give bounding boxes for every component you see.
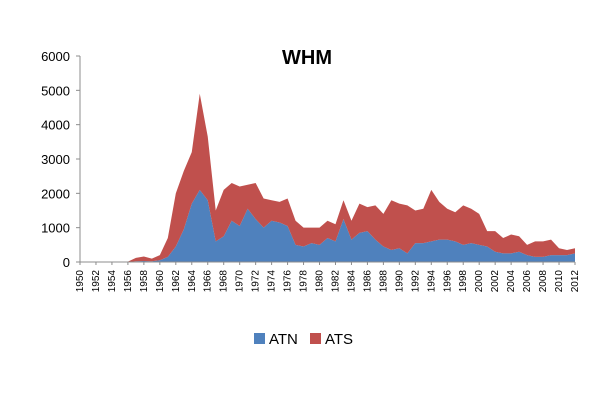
- plot-areas: [80, 93, 575, 263]
- x-tick-label: 1986: [362, 270, 373, 293]
- x-tick-label: 1970: [235, 270, 246, 293]
- y-tick-label: 3000: [41, 152, 70, 167]
- area-series-atn: [80, 189, 575, 262]
- x-tick-label: 1990: [394, 270, 405, 293]
- y-tick-label: 4000: [41, 118, 70, 133]
- y-tick-labels: 0 1000 2000 3000 4000 5000 6000: [41, 49, 80, 270]
- x-tick-label: 2012: [570, 270, 581, 293]
- x-tick-label: 2006: [522, 270, 533, 293]
- x-tick-label: 2002: [490, 270, 501, 293]
- x-tick-label: 2000: [474, 270, 485, 293]
- legend-label-ats: ATS: [325, 331, 353, 348]
- x-tick-label: 1988: [378, 270, 389, 293]
- x-tick-label: 1958: [139, 270, 150, 293]
- x-tick-label: 1980: [315, 270, 326, 293]
- x-tick-label: 1960: [155, 270, 166, 293]
- x-tick-label: 1998: [458, 270, 469, 293]
- x-tick-label: 1962: [171, 270, 182, 293]
- x-tick-label: 1954: [107, 270, 118, 293]
- x-tick-label: 1952: [91, 270, 102, 293]
- x-tick-label: 1968: [219, 270, 230, 293]
- area-series-ats: [80, 93, 575, 263]
- x-tick-label: 1982: [330, 270, 341, 293]
- legend: ATN ATS: [254, 331, 353, 348]
- x-tick-label: 1996: [442, 270, 453, 293]
- y-tick-label: 0: [63, 255, 70, 270]
- x-tick-label: 1976: [283, 270, 294, 293]
- legend-swatch-atn: [254, 333, 265, 344]
- legend-swatch-ats: [310, 333, 321, 344]
- x-tick-label: 1978: [299, 270, 310, 293]
- x-tick-label: 1994: [426, 270, 437, 293]
- x-tick-label: 2010: [554, 270, 565, 293]
- y-tick-label: 6000: [41, 49, 70, 64]
- x-tick-label: 1950: [75, 270, 86, 293]
- chart-title: WHM: [282, 47, 332, 69]
- x-tick-label: 1992: [410, 270, 421, 293]
- y-tick-label: 2000: [41, 186, 70, 201]
- x-tick-label: 2008: [538, 270, 549, 293]
- y-tick-label: 1000: [41, 221, 70, 236]
- y-tick-label: 5000: [41, 83, 70, 98]
- x-tick-labels: 1950 1952 1954 1956 1958 1960 1962 1964 1966 1968…: [75, 262, 581, 292]
- x-tick-label: 1964: [187, 270, 198, 293]
- x-tick-label: 1956: [123, 270, 134, 293]
- x-tick-label: 1972: [251, 270, 262, 293]
- x-tick-label: 1974: [267, 270, 278, 293]
- x-tick-label: 2004: [506, 270, 517, 293]
- x-tick-label: 1966: [203, 270, 214, 293]
- x-tick-label: 1984: [346, 270, 357, 293]
- legend-label-atn: ATN: [269, 331, 298, 348]
